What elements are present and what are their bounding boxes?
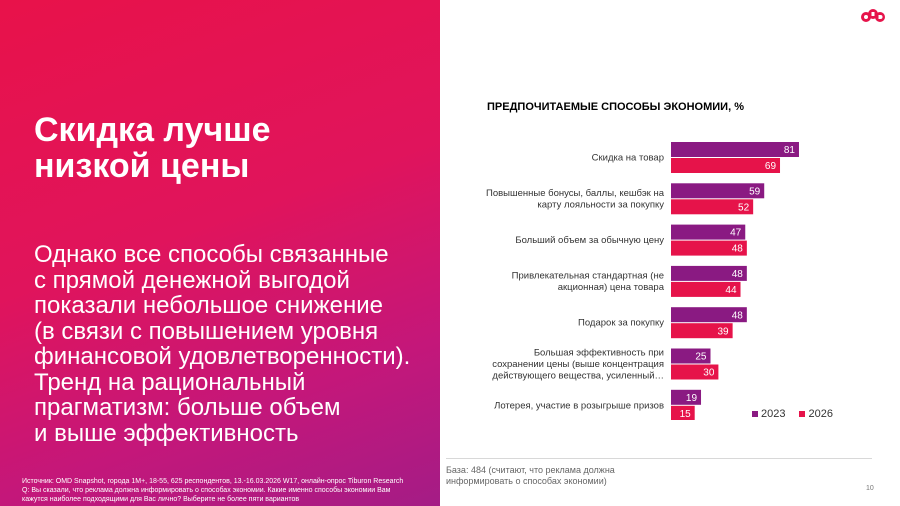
legend-label-2023: 2023 (761, 408, 786, 420)
category-label: Больший объем за обычную цену (515, 235, 664, 246)
body-line: показали небольшое снижение (34, 292, 383, 319)
body-line: финансовой удовлетворенности). (34, 343, 411, 370)
bar-2026 (671, 323, 733, 339)
source-line: Источник: OMD Snapshot, города 1М+, 18-5… (22, 478, 404, 485)
data-label: 48 (732, 244, 744, 255)
omd-logo (861, 9, 885, 22)
data-label: 44 (725, 285, 737, 296)
category-label: акционная) цена товара (558, 282, 665, 293)
bar-2026 (671, 199, 754, 215)
bar-2023 (671, 348, 711, 364)
body-line: (в связи с повышением уровня (34, 317, 379, 345)
body-line: и выше эффективность (34, 419, 299, 447)
category-label: сохранении цены (выше концентрация (492, 359, 664, 370)
bar-2026 (671, 364, 719, 380)
data-label: 59 (749, 186, 761, 197)
title-line-2: низкой цены (34, 147, 250, 185)
data-label: 48 (732, 269, 744, 280)
source-line: Q: Вы сказали, что реклама должна информ… (22, 487, 391, 494)
page-number: 10 (866, 485, 874, 492)
data-label: 52 (738, 202, 750, 213)
data-label: 19 (686, 393, 698, 404)
chart-legend: 2023 2026 (752, 408, 833, 420)
bar-2026 (671, 158, 781, 173)
data-label: 15 (680, 409, 692, 420)
bar-2023 (671, 183, 765, 199)
data-label: 25 (695, 352, 707, 363)
category-label: Привлекательная стандартная (не (512, 271, 664, 282)
bar-2023 (671, 265, 747, 281)
body-line: Однако все способы связанные (34, 241, 389, 268)
bar-2026 (671, 281, 741, 297)
body-line: Тренд на рациональный (34, 368, 306, 396)
slide-body-text: Однако все способы связанные с прямой де… (34, 242, 434, 446)
category-label: карту лояльности за покупку (537, 200, 664, 211)
body-line: прагматизм: больше объем (34, 394, 341, 421)
bar-2026 (671, 405, 695, 420)
source-line: кажутся наиболее подходящими для Вас лич… (22, 496, 300, 503)
slide-title: Скидка лучше низкой цены (34, 112, 414, 184)
bar-chart: Скидка на товар 81 69 Повышенные бонусы, ба… (486, 142, 799, 420)
category-label: действующего вещества, усиленный… (492, 371, 664, 382)
title-line-1: Скидка лучше (34, 111, 271, 149)
legend-item-2023: 2023 (752, 408, 785, 420)
data-label: 47 (730, 228, 742, 239)
chart-title: ПРЕДПОЧИТАЕМЫЕ СПОСОБЫ ЭКОНОМИИ, % (487, 101, 744, 113)
bar-2023 (671, 142, 799, 157)
category-label: Лотерея, участие в розыгрыше призов (494, 400, 664, 411)
body-line: с прямой денежной выгодой (34, 266, 350, 294)
left-panel: Скидка лучше низкой цены Однако все спос… (0, 0, 440, 506)
legend-swatch-2023 (752, 411, 758, 417)
data-label: 39 (717, 326, 729, 337)
data-label: 48 (732, 310, 744, 321)
category-label: Подарок за покупку (578, 318, 664, 329)
data-label: 69 (765, 161, 777, 172)
category-label: Большая эффективность при (534, 348, 664, 359)
category-label: Скидка на товар (592, 153, 664, 164)
footer-divider (446, 458, 872, 459)
bar-2026 (671, 240, 747, 256)
legend-item-2026: 2026 (799, 408, 833, 420)
legend-swatch-2026 (799, 411, 806, 417)
bar-2023 (671, 224, 746, 240)
legend-label-2026: 2026 (808, 408, 833, 420)
base-note: База: 484 (считают, что реклама должна и… (446, 465, 615, 486)
source-note: Источник: OMD Snapshot, города 1М+, 18-5… (22, 477, 442, 504)
category-label: Повышенные бонусы, баллы, кешбэк на (486, 188, 665, 199)
data-label: 30 (703, 368, 715, 379)
bar-2023 (671, 307, 747, 323)
data-label: 81 (784, 145, 796, 156)
bar-2023 (671, 389, 702, 405)
